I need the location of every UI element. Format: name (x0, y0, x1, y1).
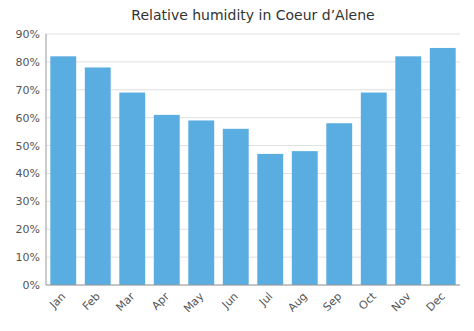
bar (223, 129, 249, 285)
bar (85, 67, 111, 285)
y-tick-label: 30% (16, 195, 40, 208)
y-tick-label: 20% (16, 223, 40, 236)
x-axis-line (46, 285, 460, 286)
bar (326, 123, 352, 285)
x-tick-label: Nov (389, 290, 414, 315)
grid-line (46, 34, 460, 35)
x-tick-label: Mar (113, 290, 137, 314)
y-axis-line (46, 34, 47, 285)
x-tick-label: Dec (424, 290, 448, 314)
title: Relative humidity in Coeur d’Alene (131, 7, 374, 23)
x-tick-label: Sep (321, 290, 345, 314)
bars (50, 48, 455, 285)
bar (154, 115, 180, 285)
bar (430, 48, 456, 285)
y-tick-label: 0% (23, 279, 40, 292)
bar (395, 56, 421, 285)
y-tick-label: 50% (16, 140, 40, 153)
chart-svg: Relative humidity in Coeur d’Alene 0% 10% 2… (0, 0, 474, 331)
chart-container: Relative humidity in Coeur d’Alene 0% 10% 2… (0, 0, 474, 331)
x-tick-label: Jan (46, 290, 68, 312)
y-tick-label: 80% (16, 56, 40, 69)
bar (119, 93, 145, 285)
x-tick-label: Apr (149, 290, 172, 313)
x-tick-label: Aug (285, 290, 309, 314)
x-tick-label: Jul (256, 290, 275, 309)
x-tick-label: Jun (219, 290, 241, 312)
y-tick-label: 90% (16, 28, 40, 41)
grid-line (46, 285, 460, 286)
y-tick-label: 60% (16, 112, 40, 125)
x-tick-label: May (181, 290, 207, 316)
bar (257, 154, 283, 285)
grid (46, 34, 460, 285)
y-axis: 0% 10% 20% 30% 40% 50% 60% 70% 80% 90% (16, 28, 46, 292)
x-tick-label: Oct (356, 289, 379, 312)
bar (292, 151, 318, 285)
x-tick-label: Feb (80, 290, 103, 313)
y-tick-label: 40% (16, 167, 40, 180)
bar (361, 93, 387, 285)
bar (188, 120, 214, 285)
bar (50, 56, 76, 285)
x-axis: Jan Feb Mar Apr May Jun Jul Aug Sep Oct Nov Dec (46, 285, 460, 315)
y-tick-label: 70% (16, 84, 40, 97)
y-tick-label: 10% (16, 251, 40, 264)
